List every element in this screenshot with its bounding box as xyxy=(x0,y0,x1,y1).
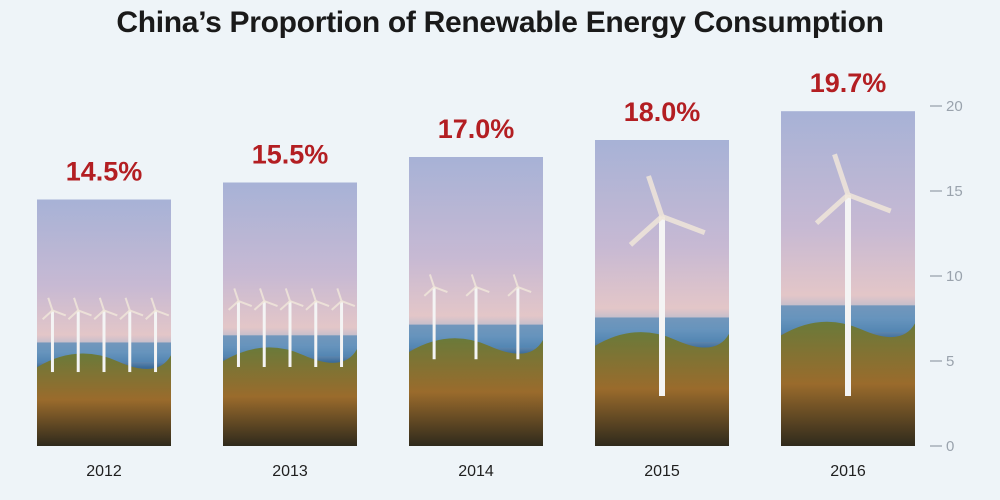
y-tick-label: 15 xyxy=(946,183,963,200)
value-label: 19.7% xyxy=(810,68,887,98)
value-label: 14.5% xyxy=(66,157,143,187)
bars-layer: 14.5% 2012 15.5% 2013 17.0% 2014 18.0% 2015 19.7… xyxy=(37,68,915,480)
category-label: 2012 xyxy=(86,463,122,480)
bar-photo xyxy=(223,182,357,446)
category-label: 2016 xyxy=(830,463,866,480)
bar-photo xyxy=(37,199,171,446)
category-label: 2014 xyxy=(458,463,494,480)
y-axis: 0 5 10 15 20 xyxy=(930,98,963,455)
y-tick-label: 20 xyxy=(946,98,963,115)
bar-photo xyxy=(781,111,915,446)
bar-photo xyxy=(595,140,729,446)
bar-2012 xyxy=(37,199,171,446)
y-tick-label: 5 xyxy=(946,353,954,370)
category-label: 2015 xyxy=(644,463,680,480)
bar-2013 xyxy=(223,182,357,446)
category-label: 2013 xyxy=(272,463,308,480)
bar-2015 xyxy=(595,140,729,446)
y-tick-label: 0 xyxy=(946,438,954,455)
bar-2014 xyxy=(409,157,543,446)
value-label: 18.0% xyxy=(624,97,701,127)
value-label: 15.5% xyxy=(252,140,329,170)
bar-2016 xyxy=(781,111,915,446)
bar-photo xyxy=(409,157,543,446)
value-label: 17.0% xyxy=(438,114,515,144)
y-tick-label: 10 xyxy=(946,268,963,285)
chart-title: China’s Proportion of Renewable Energy C… xyxy=(116,6,884,39)
